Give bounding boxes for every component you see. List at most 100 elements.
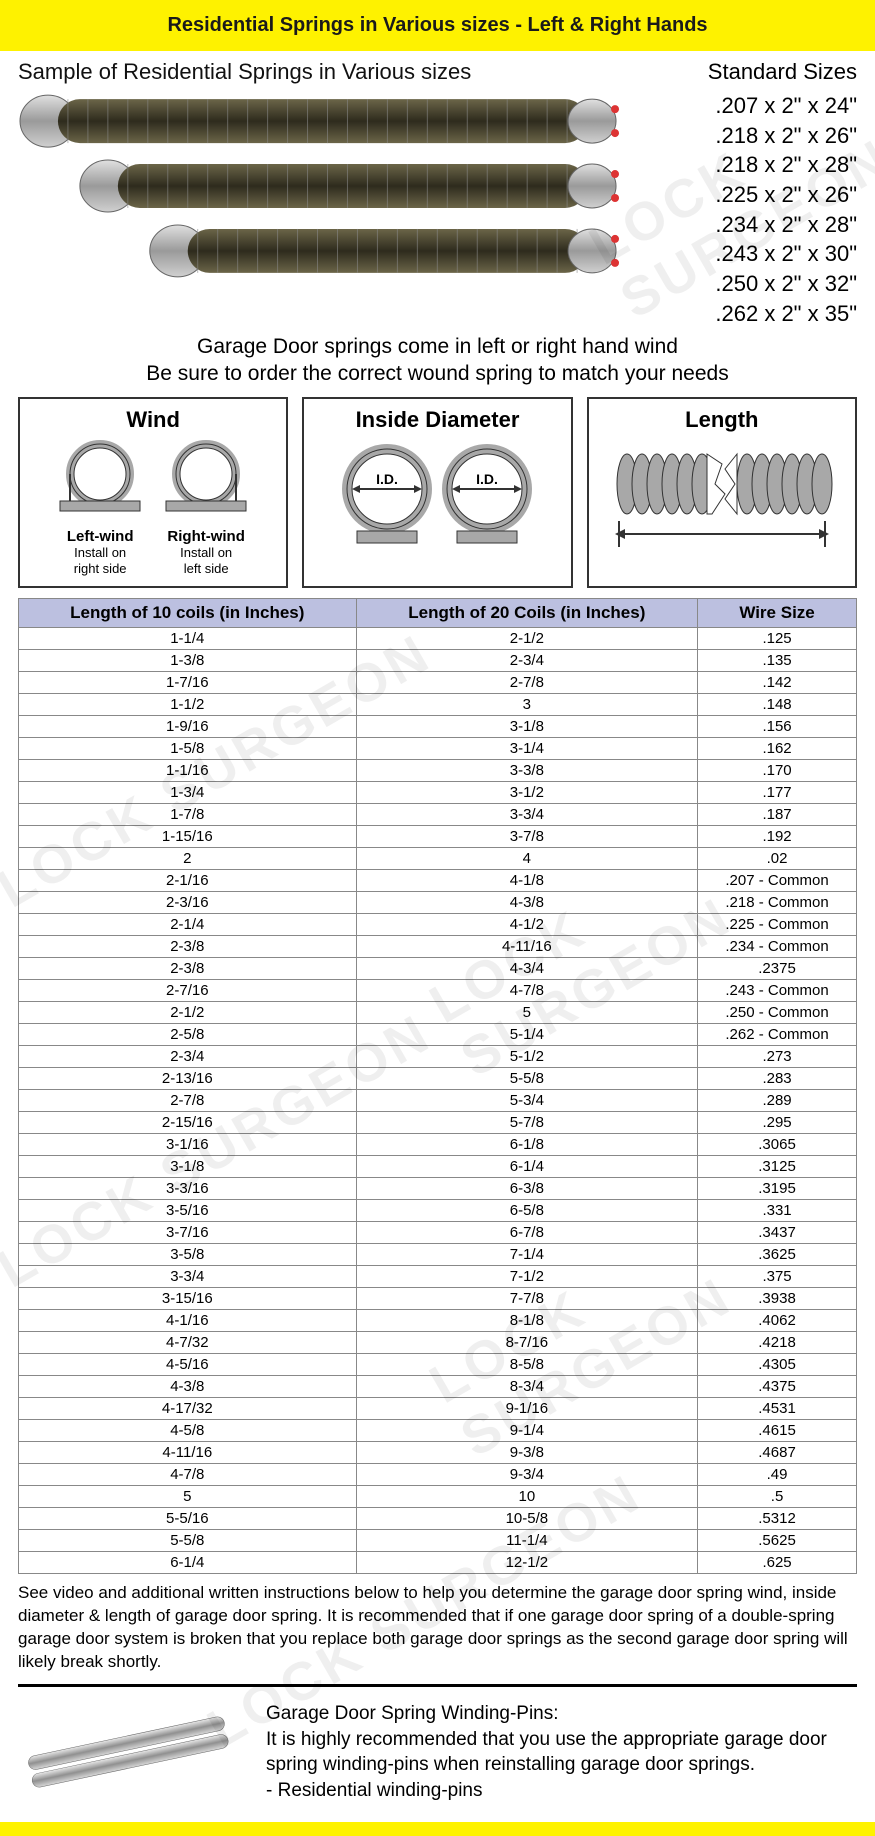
size-item: .207 x 2" x 24" <box>647 91 857 121</box>
table-cell: 3-5/16 <box>19 1200 357 1222</box>
table-cell: .234 - Common <box>698 936 857 958</box>
pins-body: It is highly recommended that you use th… <box>266 1727 857 1778</box>
winding-pins-text: Garage Door Spring Winding-Pins: It is h… <box>266 1701 857 1804</box>
table-cell: 10 <box>356 1486 697 1508</box>
table-cell: 6-3/8 <box>356 1178 697 1200</box>
table-row: 2-1/164-1/8.207 - Common <box>19 870 857 892</box>
bottom-bar <box>0 1822 875 1836</box>
diagram-row: Wind Left-wind Install on right side <box>0 397 875 598</box>
table-cell: 3-1/2 <box>356 782 697 804</box>
right-wind: Right-wind Install on left side <box>161 439 251 576</box>
sub-caption-line-2: Be sure to order the correct wound sprin… <box>18 360 857 387</box>
table-cell: 9-3/4 <box>356 1464 697 1486</box>
table-row: 4-5/89-1/4.4615 <box>19 1420 857 1442</box>
table-cell: 3-7/16 <box>19 1222 357 1244</box>
size-item: .225 x 2" x 26" <box>647 180 857 210</box>
table-cell: 9-1/4 <box>356 1420 697 1442</box>
table-cell: 6-5/8 <box>356 1200 697 1222</box>
table-row: 4-7/328-7/16.4218 <box>19 1332 857 1354</box>
table-cell: 3-1/8 <box>356 716 697 738</box>
table-row: 6-1/412-1/2.625 <box>19 1552 857 1574</box>
table-cell: 4-11/16 <box>19 1442 357 1464</box>
table-row: 2-5/85-1/4.262 - Common <box>19 1024 857 1046</box>
table-cell: 1-3/8 <box>19 650 357 672</box>
table-cell: .375 <box>698 1266 857 1288</box>
table-cell: 8-3/4 <box>356 1376 697 1398</box>
table-cell: 9-1/16 <box>356 1398 697 1420</box>
table-cell: 3-3/4 <box>356 804 697 826</box>
standard-sizes-list: .207 x 2" x 24" .218 x 2" x 26" .218 x 2… <box>647 91 857 329</box>
table-header: Length of 20 Coils (in Inches) <box>356 599 697 628</box>
table-row: 2-7/85-3/4.289 <box>19 1090 857 1112</box>
table-cell: 4 <box>356 848 697 870</box>
table-cell: 1-7/16 <box>19 672 357 694</box>
table-row: 1-3/43-1/2.177 <box>19 782 857 804</box>
left-wind-sub: Install on right side <box>55 545 145 576</box>
table-row: 4-7/89-3/4.49 <box>19 1464 857 1486</box>
table-cell: .225 - Common <box>698 914 857 936</box>
id-title: Inside Diameter <box>310 407 564 433</box>
table-row: 5-5/811-1/4.5625 <box>19 1530 857 1552</box>
table-cell: .250 - Common <box>698 1002 857 1024</box>
table-row: 3-5/87-1/4.3625 <box>19 1244 857 1266</box>
size-item: .218 x 2" x 28" <box>647 150 857 180</box>
table-cell: 4-5/16 <box>19 1354 357 1376</box>
table-cell: 3-1/4 <box>356 738 697 760</box>
size-item: .250 x 2" x 32" <box>647 269 857 299</box>
table-cell: 7-1/4 <box>356 1244 697 1266</box>
table-cell: .273 <box>698 1046 857 1068</box>
table-cell: 11-1/4 <box>356 1530 697 1552</box>
table-cell: 3-7/8 <box>356 826 697 848</box>
table-cell: 2-1/2 <box>356 628 697 650</box>
table-cell: 2-3/4 <box>19 1046 357 1068</box>
table-cell: .125 <box>698 628 857 650</box>
table-cell: 1-1/2 <box>19 694 357 716</box>
right-wind-sub: Install on left side <box>161 545 251 576</box>
table-cell: .3625 <box>698 1244 857 1266</box>
table-cell: 3-1/16 <box>19 1134 357 1156</box>
table-cell: 7-1/2 <box>356 1266 697 1288</box>
springs-illustration <box>18 91 637 329</box>
sub-caption-line-1: Garage Door springs come in left or righ… <box>18 333 857 360</box>
table-cell: .4531 <box>698 1398 857 1420</box>
table-cell: .3065 <box>698 1134 857 1156</box>
table-cell: 6-1/4 <box>19 1552 357 1574</box>
table-cell: 3-3/4 <box>19 1266 357 1288</box>
table-cell: 1-9/16 <box>19 716 357 738</box>
table-row: 1-1/163-3/8.170 <box>19 760 857 782</box>
footnote: See video and additional written instruc… <box>0 1574 875 1684</box>
size-item: .243 x 2" x 30" <box>647 239 857 269</box>
sub-caption: Garage Door springs come in left or righ… <box>0 329 875 398</box>
table-cell: 5-7/8 <box>356 1112 697 1134</box>
table-cell: 4-3/8 <box>19 1376 357 1398</box>
table-cell: 2-3/16 <box>19 892 357 914</box>
table-cell: .4305 <box>698 1354 857 1376</box>
table-row: 3-1/166-1/8.3065 <box>19 1134 857 1156</box>
table-cell: .625 <box>698 1552 857 1574</box>
table-row: 4-1/168-1/8.4062 <box>19 1310 857 1332</box>
table-cell: 5-5/16 <box>19 1508 357 1530</box>
table-cell: 4-5/8 <box>19 1420 357 1442</box>
table-row: 1-3/82-3/4.135 <box>19 650 857 672</box>
table-cell: 5-5/8 <box>19 1530 357 1552</box>
table-cell: .162 <box>698 738 857 760</box>
table-row: 2-3/45-1/2.273 <box>19 1046 857 1068</box>
table-cell: 3-3/8 <box>356 760 697 782</box>
table-cell: .170 <box>698 760 857 782</box>
table-cell: .3938 <box>698 1288 857 1310</box>
table-cell: 2-7/8 <box>356 672 697 694</box>
table-cell: 8-1/8 <box>356 1310 697 1332</box>
table-row: 3-7/166-7/8.3437 <box>19 1222 857 1244</box>
table-cell: 2-3/4 <box>356 650 697 672</box>
standard-sizes-title: Standard Sizes <box>647 59 857 85</box>
length-diagram: Length <box>587 397 857 588</box>
table-cell: 8-7/16 <box>356 1332 697 1354</box>
table-row: 1-7/162-7/8.142 <box>19 672 857 694</box>
right-wind-label: Right-wind <box>161 528 251 545</box>
table-cell: 1-3/4 <box>19 782 357 804</box>
table-cell: .218 - Common <box>698 892 857 914</box>
table-cell: 2-7/8 <box>19 1090 357 1112</box>
table-row: 2-13/165-5/8.283 <box>19 1068 857 1090</box>
table-cell: 3 <box>356 694 697 716</box>
size-item: .262 x 2" x 35" <box>647 299 857 329</box>
